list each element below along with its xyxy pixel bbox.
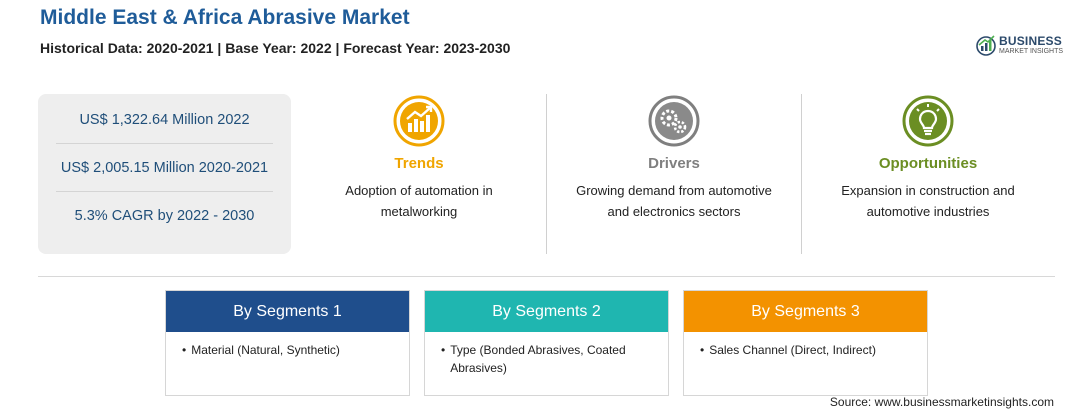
segment-2-item: • Type (Bonded Abrasives, Coated Abrasiv… bbox=[425, 332, 668, 377]
divider bbox=[801, 94, 802, 254]
bullet-icon: • bbox=[182, 343, 187, 357]
segment-1-item-text: Material (Natural, Synthetic) bbox=[191, 343, 340, 357]
trends-card: Trends Adoption of automation in metalwo… bbox=[309, 94, 529, 222]
section-divider bbox=[38, 276, 1055, 277]
drivers-description: Growing demand from automotive and elect… bbox=[576, 183, 772, 219]
rising-chart-icon bbox=[393, 95, 445, 147]
lightbulb-icon bbox=[902, 95, 954, 147]
bullet-icon: • bbox=[441, 343, 446, 357]
opportunities-card: Opportunities Expansion in construction … bbox=[818, 94, 1038, 222]
segment-card-1: By Segments 1 • Material (Natural, Synth… bbox=[165, 290, 410, 396]
brand-logo: BUSINESS MARKET INSIGHTS bbox=[975, 34, 1063, 56]
divider bbox=[546, 94, 547, 254]
logo-name: BUSINESS bbox=[999, 34, 1062, 48]
opportunities-label: Opportunities bbox=[878, 155, 978, 172]
segment-card-3: By Segments 3 • Sales Channel (Direct, I… bbox=[683, 290, 928, 396]
trends-label: Trends bbox=[394, 155, 444, 172]
stat-historical-value: US$ 2,005.15 Million 2020-2021 bbox=[56, 144, 273, 192]
drivers-card: Drivers Growing demand from automotive a… bbox=[564, 94, 784, 222]
segment-1-header: By Segments 1 bbox=[166, 291, 409, 332]
segment-2-item-text: Type (Bonded Abrasives, Coated Abrasives… bbox=[450, 343, 626, 375]
segment-3-item-text: Sales Channel (Direct, Indirect) bbox=[709, 343, 876, 357]
gears-icon bbox=[648, 95, 700, 147]
page-subtitle: Historical Data: 2020-2021 | Base Year: … bbox=[40, 40, 511, 56]
opportunities-description: Expansion in construction and automotive… bbox=[841, 183, 1015, 219]
segment-2-header: By Segments 2 bbox=[425, 291, 668, 332]
trends-description: Adoption of automation in metalworking bbox=[345, 183, 493, 219]
logo-tagline: MARKET INSIGHTS bbox=[999, 48, 1064, 55]
segment-1-item: • Material (Natural, Synthetic) bbox=[166, 332, 409, 359]
segment-3-header: By Segments 3 bbox=[684, 291, 927, 332]
market-stats-panel: US$ 1,322.64 Million 2022 US$ 2,005.15 M… bbox=[38, 94, 291, 254]
stat-cagr: 5.3% CAGR by 2022 - 2030 bbox=[74, 208, 255, 224]
bar-growth-logo-icon bbox=[976, 35, 996, 56]
segment-card-2: By Segments 2 • Type (Bonded Abrasives, … bbox=[424, 290, 669, 396]
page-title: Middle East & Africa Abrasive Market bbox=[40, 6, 410, 29]
stat-market-size-2022: US$ 1,322.64 Million 2022 bbox=[56, 96, 273, 144]
bullet-icon: • bbox=[700, 343, 705, 357]
source-link[interactable]: Source: www.businessmarketinsights.com bbox=[829, 395, 1054, 409]
drivers-label: Drivers bbox=[648, 155, 700, 172]
segment-3-item: • Sales Channel (Direct, Indirect) bbox=[684, 332, 927, 359]
